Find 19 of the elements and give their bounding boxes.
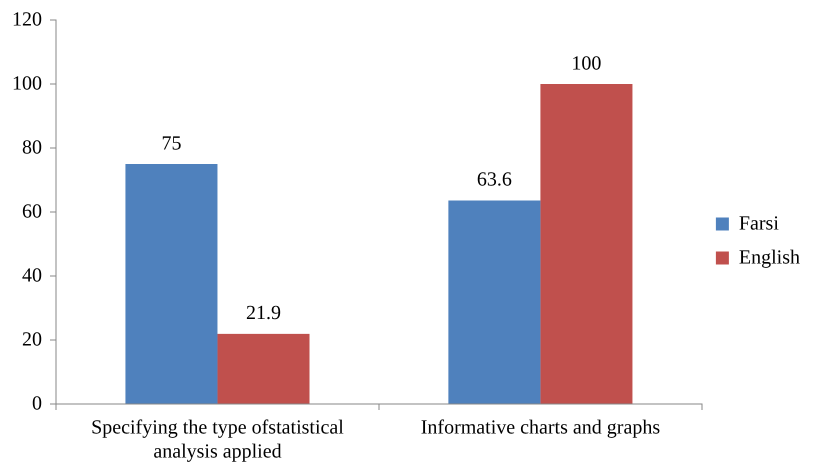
x-tick-label: Specifying the type ofstatistical analysis applied: [91, 416, 344, 462]
y-tick-label: 80: [22, 136, 42, 158]
legend-label: Farsi: [738, 212, 780, 234]
bar: [448, 200, 540, 404]
data-label: 63.6: [476, 168, 512, 191]
data-label: 100: [571, 52, 602, 74]
y-tick-label: 60: [22, 200, 42, 222]
y-tick-label: 40: [22, 264, 42, 286]
bar: [540, 84, 632, 404]
legend-label: English: [738, 246, 800, 268]
y-tick-label: 100: [12, 72, 42, 94]
data-label: 21.9: [246, 302, 281, 324]
bar: [125, 164, 218, 404]
bar: [217, 334, 310, 404]
y-tick-label: 20: [22, 328, 42, 350]
data-label: 75: [161, 132, 182, 154]
x-tick-label: Informative charts and graphs: [420, 416, 660, 438]
y-tick-label: 120: [12, 8, 42, 30]
y-tick-label: 0: [32, 392, 42, 414]
